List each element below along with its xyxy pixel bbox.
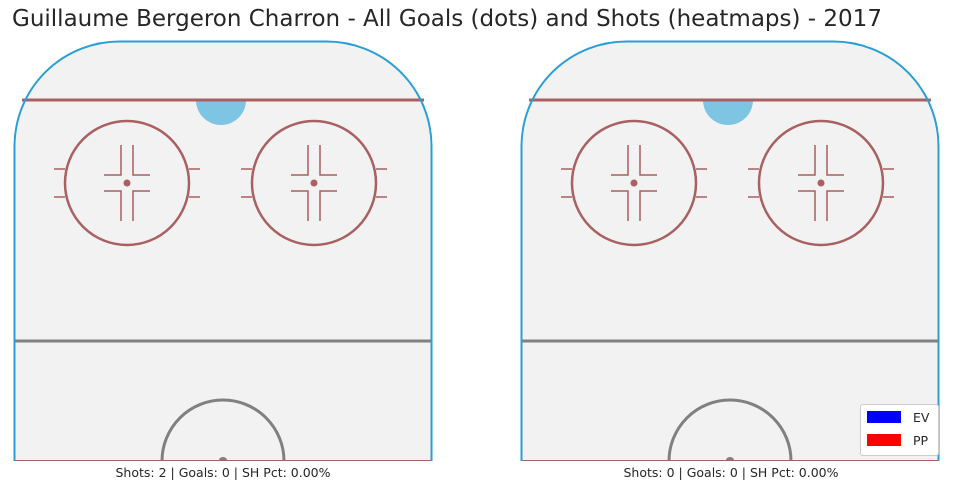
faceoff-circle-right — [250, 119, 378, 247]
faceoff-dot-left — [630, 179, 638, 187]
ice-surface — [521, 41, 939, 461]
center-circle — [160, 398, 286, 461]
l-mark-left-2 — [104, 190, 122, 221]
faceoff-circle-left — [63, 119, 191, 247]
goal-crease — [703, 100, 753, 125]
rink-left — [13, 40, 433, 461]
ice-surface — [14, 41, 432, 461]
l-mark-right-2 — [291, 190, 309, 221]
l-mark-right-3 — [319, 190, 337, 221]
legend-swatch-ev — [867, 411, 901, 423]
chart-title: Guillaume Bergeron Charron - All Goals (… — [12, 6, 882, 32]
rink-right — [520, 40, 940, 461]
l-mark-right-1 — [826, 145, 844, 176]
caption-right: Shots: 0 | Goals: 0 | SH Pct: 0.00% — [623, 465, 839, 480]
boards — [13, 40, 433, 461]
faceoff-dot-right — [817, 179, 825, 187]
faceoff-circle-left — [570, 119, 698, 247]
legend-label-ev: EV — [913, 409, 930, 425]
l-mark-left-3 — [132, 190, 150, 221]
legend: EV PP — [860, 404, 939, 456]
goal-crease — [196, 100, 246, 125]
caption-left: Shots: 2 | Goals: 0 | SH Pct: 0.00% — [115, 465, 331, 480]
l-mark-right-2 — [798, 190, 816, 221]
l-mark-left-1 — [639, 145, 657, 176]
l-mark-left-0 — [611, 145, 629, 176]
faceoff-dot-right — [310, 179, 318, 187]
faceoff-circle-right — [757, 119, 885, 247]
l-mark-right-0 — [291, 145, 309, 176]
l-mark-right-3 — [826, 190, 844, 221]
boards — [520, 40, 940, 461]
l-mark-left-3 — [639, 190, 657, 221]
l-mark-right-0 — [798, 145, 816, 176]
l-mark-left-2 — [611, 190, 629, 221]
faceoff-dot-left — [123, 179, 131, 187]
legend-swatch-pp — [867, 434, 901, 446]
legend-item-ev: EV — [867, 409, 929, 425]
legend-label-pp: PP — [913, 432, 929, 448]
center-circle — [667, 398, 793, 461]
l-mark-left-0 — [104, 145, 122, 176]
legend-item-pp: PP — [867, 432, 928, 448]
l-mark-left-1 — [132, 145, 150, 176]
l-mark-right-1 — [319, 145, 337, 176]
